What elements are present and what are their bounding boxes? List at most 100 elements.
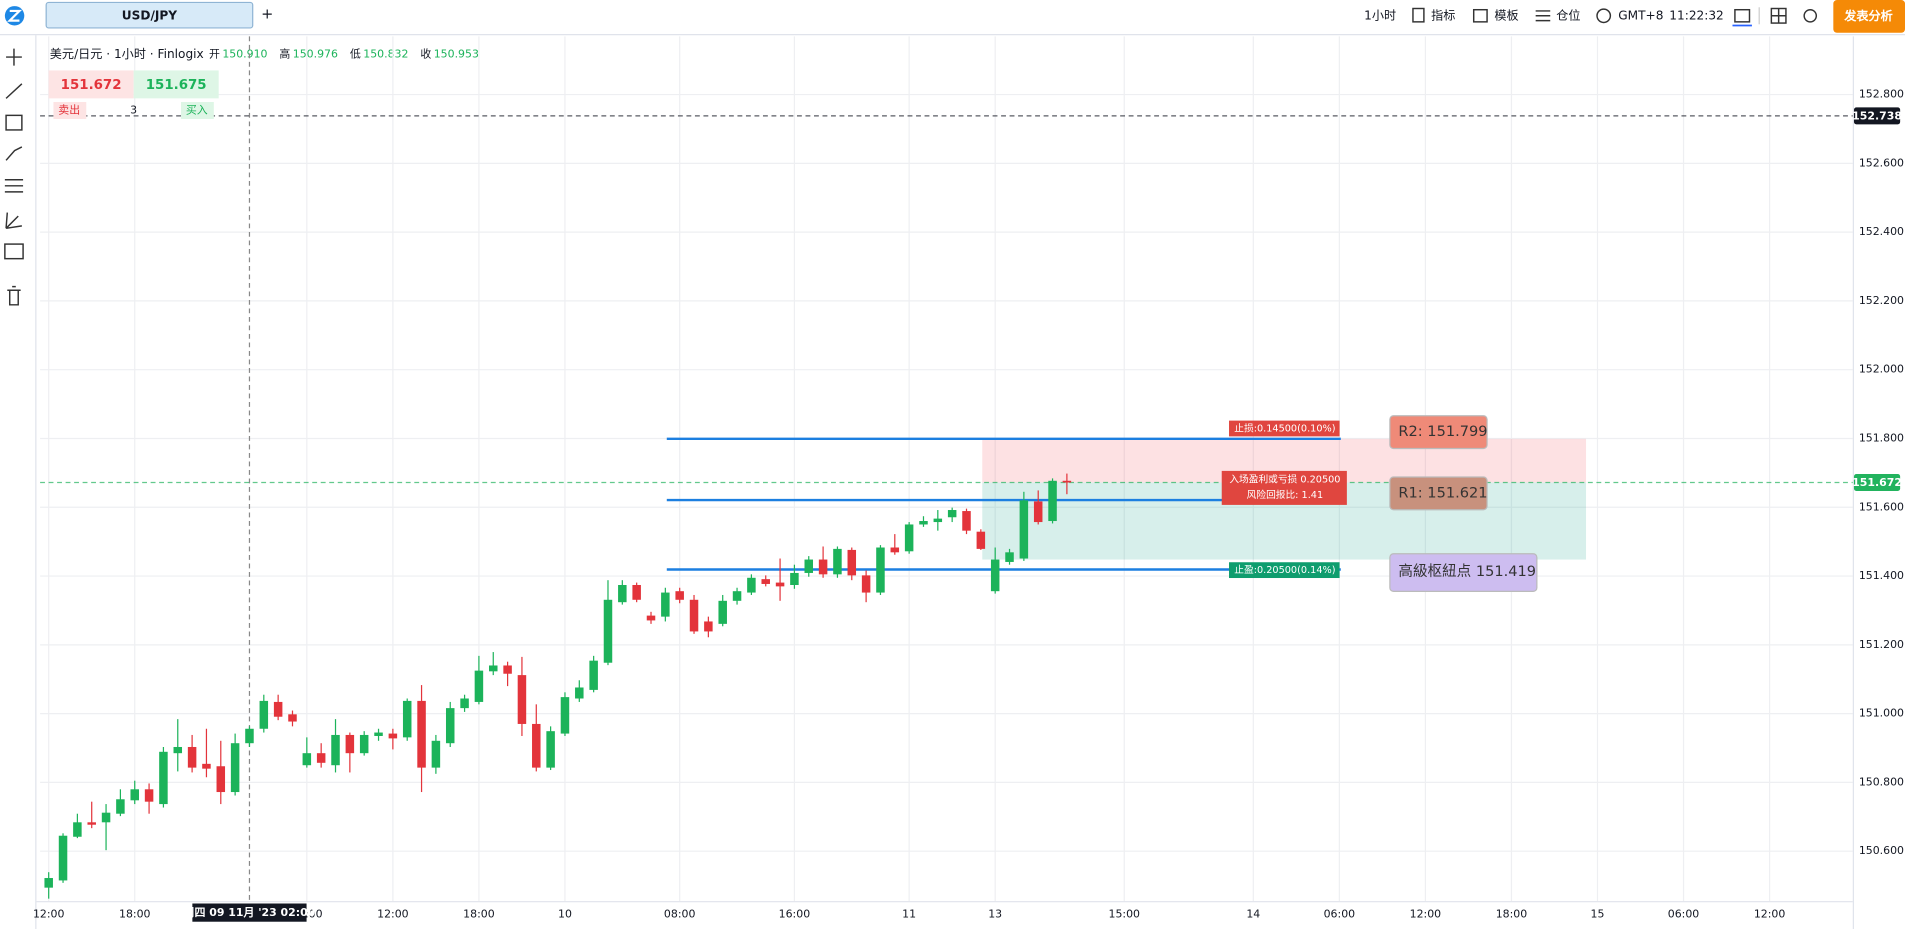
candle-body	[116, 799, 125, 814]
chart-title: 美元/日元 · 1小时 · Finlogix	[50, 47, 204, 61]
stop-label-bg	[1229, 420, 1340, 437]
candle-body	[73, 822, 82, 837]
positions[interactable]: 仓位	[1556, 7, 1580, 22]
candle-body	[718, 600, 727, 624]
shape-tool[interactable]	[5, 114, 23, 131]
candle-body	[460, 698, 469, 709]
gann-tool[interactable]	[5, 212, 22, 230]
sell-price-box[interactable]	[48, 70, 134, 99]
candle-body	[159, 751, 168, 805]
text-tool[interactable]	[4, 243, 24, 260]
candle-body	[445, 708, 455, 744]
add-tab[interactable]: +	[261, 6, 273, 23]
candle-body	[646, 615, 656, 621]
interval[interactable]: 1小时	[1364, 8, 1396, 22]
price-tag-label: 152.738	[1852, 109, 1902, 122]
candle-body	[804, 559, 814, 573]
legend-value: 150.976	[293, 48, 338, 61]
settings-icon[interactable]	[1803, 8, 1818, 23]
legend-label: 开	[209, 48, 220, 61]
candle-body	[259, 700, 269, 729]
buy-price: 151.675	[146, 78, 207, 93]
x-tick-label: 10	[558, 907, 572, 920]
clock: 11:22:32	[1669, 8, 1723, 22]
x-tick-label: 06:00	[1668, 907, 1700, 920]
x-tick-label: 18:00	[119, 907, 151, 920]
candle-body	[976, 531, 986, 549]
candle-body	[288, 714, 297, 722]
pivot-box	[1389, 553, 1538, 592]
x-tick-label: 15	[1591, 907, 1605, 920]
x-tick-label: 16:00	[779, 907, 811, 920]
templates[interactable]: 模板	[1494, 8, 1518, 22]
x-tick-label: 12:00	[1754, 907, 1786, 920]
legend-value: 150.832	[363, 48, 408, 61]
crosshair-label-bg	[192, 903, 307, 922]
legend-label: 高	[279, 47, 290, 61]
screenshot-icon[interactable]	[1734, 8, 1751, 23]
y-tick-label: 151.800	[1859, 431, 1904, 444]
buy-price-box[interactable]	[133, 70, 219, 99]
y-tick-label: 150.600	[1859, 844, 1904, 857]
trendline-tool[interactable]	[5, 83, 23, 99]
x-tick-label: 15:00	[1109, 907, 1141, 920]
quantity[interactable]: 3	[130, 104, 137, 117]
fib-tool[interactable]	[4, 178, 24, 193]
delete-tool[interactable]	[7, 285, 21, 306]
candle-body	[431, 740, 441, 768]
entry-label: 入场盈利或亏损 0.20500	[1229, 472, 1340, 485]
candle-body	[359, 734, 369, 754]
target-label-bg	[1229, 562, 1340, 579]
candle-body	[87, 822, 96, 825]
price-tag	[1853, 107, 1901, 125]
positions-icon	[1535, 10, 1551, 22]
pivot-box	[1389, 476, 1488, 511]
legend-value: 150.953	[434, 48, 479, 61]
pivot-label: 高級枢紐点 151.419	[1398, 563, 1536, 580]
candle-body	[775, 582, 785, 587]
pivot-box	[1389, 415, 1488, 450]
candle-body	[417, 700, 426, 768]
candle-body	[618, 584, 627, 603]
price-tag-label: 151.672	[1852, 476, 1902, 489]
x-tick-label: 08:00	[664, 907, 696, 920]
y-tick-label: 151.400	[1859, 569, 1904, 582]
path-tool[interactable]	[5, 146, 23, 161]
x-tick-label: 14	[1246, 907, 1260, 920]
symbol-tab[interactable]	[45, 1, 254, 29]
candle-body	[474, 670, 484, 702]
candle-body	[202, 763, 211, 769]
candle-body	[704, 621, 713, 632]
x-tick-label: 12:00	[1410, 907, 1442, 920]
publish-button[interactable]	[1833, 0, 1905, 33]
top-bar: USD/JPY + 1小时 指标 模板 仓位 GMT+8 11:22:32 发表…	[0, 0, 1905, 36]
candle-body	[316, 753, 326, 763]
candle-body	[675, 591, 684, 600]
x-tick-label: 18:00	[1496, 907, 1528, 920]
candle-body	[962, 511, 971, 531]
buy-button[interactable]	[181, 102, 214, 120]
candle-body	[790, 572, 799, 585]
candle-body	[503, 665, 512, 674]
candle-body	[919, 521, 928, 525]
y-tick-label: 152.400	[1859, 225, 1904, 238]
x-tick-label: 13	[988, 907, 1002, 920]
sell-label: 卖出	[58, 103, 80, 117]
candle-body	[861, 575, 871, 593]
candle-body	[876, 547, 885, 593]
candle-body	[1005, 552, 1014, 562]
pivot-label: R2: 151.799	[1398, 423, 1487, 440]
entry-label: 风险回报比: 1.41	[1247, 488, 1324, 501]
sell-price: 151.672	[61, 78, 122, 93]
candle-body	[44, 878, 53, 888]
buy-label: 买入	[186, 104, 208, 117]
timezone[interactable]: GMT+8	[1618, 8, 1663, 22]
sell-button[interactable]	[53, 102, 87, 120]
candle-body	[1048, 480, 1057, 522]
candle-body	[818, 559, 828, 575]
indicators[interactable]: 指标	[1431, 7, 1455, 22]
layout-icon-lines	[1771, 8, 1786, 24]
x-tick-label: 18:00	[463, 907, 495, 920]
crosshair-tool[interactable]	[6, 48, 22, 66]
